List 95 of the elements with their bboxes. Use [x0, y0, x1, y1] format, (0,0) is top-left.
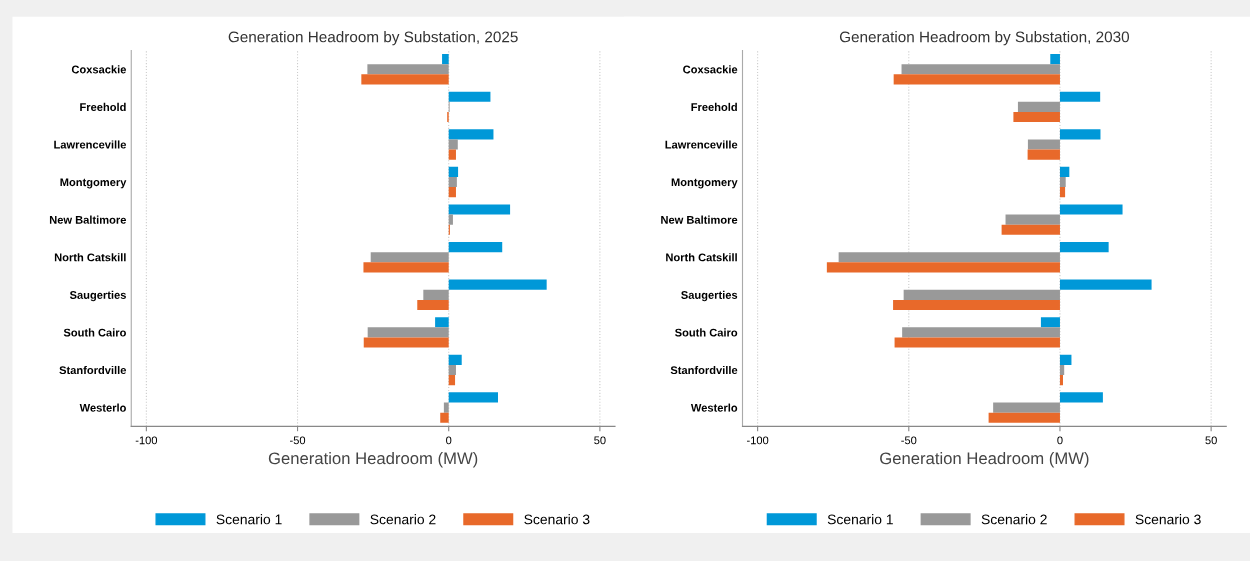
bar [894, 337, 1060, 348]
bar [1059, 129, 1101, 140]
bar [370, 252, 449, 263]
y-tick-label: Stanfordville [670, 365, 738, 375]
bar [435, 317, 449, 328]
bar [448, 364, 456, 376]
x-tick-label: 50 [1205, 436, 1217, 445]
bar [363, 337, 449, 348]
bar [1005, 214, 1060, 225]
x-tick-label: 50 [594, 436, 606, 445]
bar [448, 149, 456, 160]
y-tick-label: New Baltimore [661, 215, 738, 224]
bar [361, 74, 449, 85]
y-tick-label: North Catskill [666, 253, 737, 262]
y-tick-label: Freehold [80, 102, 126, 112]
y-tick-label: Coxsackie [71, 65, 127, 74]
y-tick-label: New Baltimore [49, 215, 127, 224]
x-tick-label: -100 [135, 436, 158, 445]
bar [1059, 166, 1070, 177]
bar [448, 187, 456, 198]
bar [893, 299, 1060, 311]
bar [1059, 354, 1072, 365]
x-tick-label: 0 [446, 436, 452, 445]
bar [1059, 204, 1123, 215]
bar [1059, 279, 1152, 290]
y-tick-label: Coxsackie [683, 65, 738, 74]
bar [1059, 187, 1066, 198]
bar [1059, 392, 1103, 403]
legend-label: Scenario 1 [216, 514, 282, 525]
legend-label: Scenario 3 [1135, 514, 1201, 525]
bar [448, 392, 498, 403]
bar [1040, 317, 1060, 328]
chart-title: Generation Headroom by Substation, 2030 [839, 31, 1130, 46]
bar [993, 402, 1060, 413]
bar [448, 129, 494, 140]
bar [448, 204, 511, 215]
bar [448, 375, 456, 386]
bar [1027, 149, 1060, 160]
y-tick-label: North Catskill [54, 253, 126, 262]
legend-label: Scenario 3 [524, 514, 590, 525]
bar [893, 74, 1060, 85]
x-axis-title: Generation Headroom (MW) [268, 452, 478, 468]
bar [1059, 242, 1109, 253]
legend-label: Scenario 2 [370, 514, 436, 525]
y-tick-label: Saugerties [681, 290, 738, 302]
legend-label: Scenario 1 [827, 514, 893, 525]
bar [448, 242, 503, 253]
y-tick-label: Freehold [691, 102, 737, 112]
x-tick-label: -100 [746, 436, 769, 445]
y-tick-label: South Cairo [63, 328, 126, 337]
x-tick-label: 0 [1057, 436, 1063, 445]
bar [448, 176, 457, 188]
bar [1013, 111, 1060, 123]
bar [901, 64, 1060, 75]
bar [448, 166, 459, 177]
legend-label: Scenario 2 [981, 514, 1047, 525]
bar [448, 139, 458, 150]
x-tick-label: -50 [901, 436, 917, 445]
bar [367, 64, 449, 75]
y-tick-label: Stanfordville [59, 365, 127, 375]
y-tick-label: Lawrenceville [665, 140, 738, 149]
bar [423, 289, 449, 300]
bar [838, 252, 1060, 263]
y-tick-label: Lawrenceville [54, 140, 127, 149]
bar [1059, 375, 1063, 386]
bar [448, 91, 491, 102]
bar [367, 327, 449, 338]
bar [903, 289, 1060, 300]
bar [1059, 176, 1066, 188]
bar [440, 412, 449, 423]
y-tick-label: Montgomery [60, 178, 127, 189]
x-axis-title: Generation Headroom (MW) [880, 452, 1089, 468]
bar [1050, 54, 1060, 65]
bar [363, 262, 449, 273]
bar [442, 54, 449, 65]
y-tick-label: South Cairo [675, 328, 738, 337]
x-tick-label: -50 [290, 436, 306, 445]
bar [1001, 224, 1060, 235]
bar [902, 327, 1060, 338]
bar [1059, 364, 1065, 376]
chart-title: Generation Headroom by Substation, 2025 [228, 31, 518, 46]
bar [988, 412, 1060, 423]
bar [443, 402, 449, 413]
bar [417, 299, 449, 311]
bar [448, 354, 462, 365]
y-tick-label: Westerlo [79, 403, 126, 412]
bar [826, 262, 1060, 273]
y-tick-label: Westerlo [690, 403, 738, 412]
bar [1059, 91, 1101, 102]
bar [448, 279, 547, 290]
bar [1017, 101, 1060, 112]
y-tick-label: Saugerties [69, 290, 126, 302]
y-tick-label: Montgomery [671, 178, 738, 189]
bar [1027, 139, 1060, 150]
bar [448, 214, 453, 225]
